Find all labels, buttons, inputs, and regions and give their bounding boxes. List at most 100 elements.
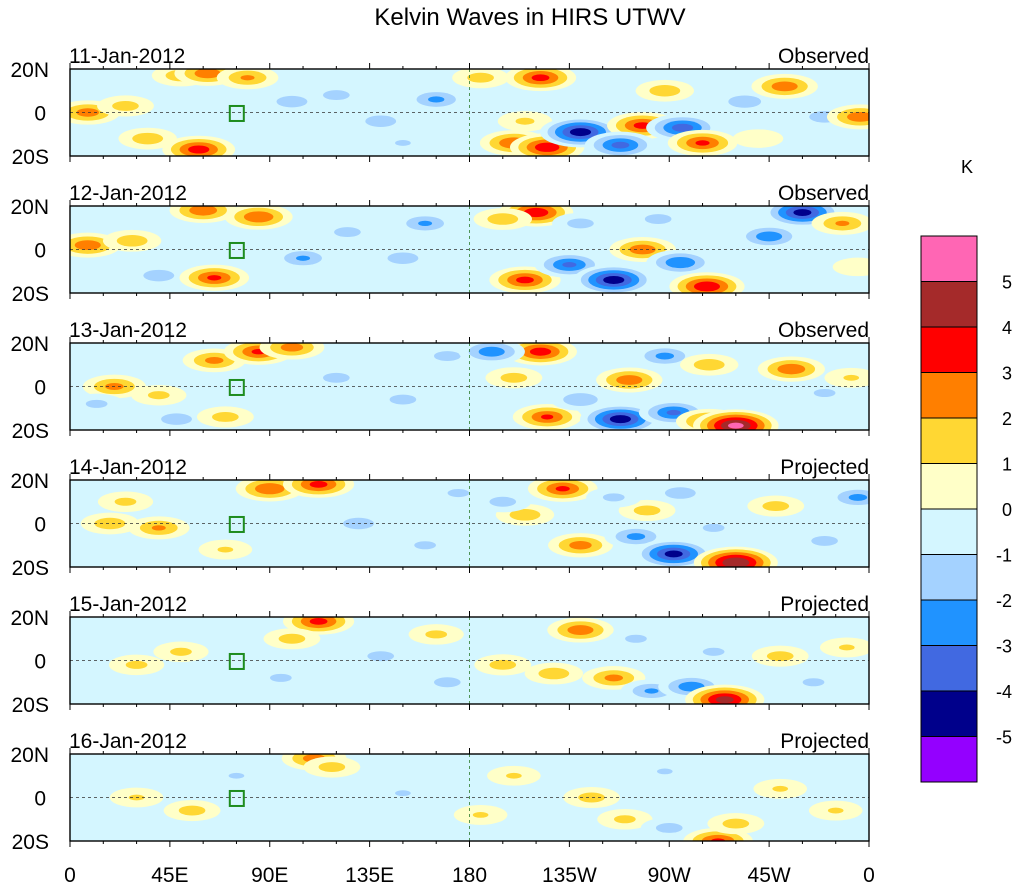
warm-anomaly bbox=[504, 69, 577, 92]
colorbar-label: 0 bbox=[1002, 500, 1012, 520]
contour-level bbox=[695, 140, 710, 146]
contour-level bbox=[813, 389, 836, 398]
colorbar-boxes bbox=[920, 235, 978, 783]
panel-date: 13-Jan-2012 bbox=[69, 319, 187, 342]
warm-anomaly bbox=[131, 384, 187, 406]
contour-level bbox=[161, 413, 192, 425]
warm-anomaly bbox=[408, 624, 464, 645]
lon-tick-label: 0 bbox=[64, 864, 76, 887]
contour-level bbox=[509, 509, 541, 521]
anomaly-field bbox=[70, 480, 869, 567]
contour-level bbox=[655, 823, 683, 833]
colorbar-label: 5 bbox=[1002, 273, 1012, 293]
warm-anomaly bbox=[808, 800, 863, 821]
contour-level bbox=[240, 75, 255, 81]
contour-level bbox=[228, 772, 245, 779]
warm-anomaly bbox=[757, 356, 825, 382]
contour-level bbox=[602, 493, 625, 502]
contour-level bbox=[334, 227, 361, 238]
cold-anomaly bbox=[458, 343, 525, 365]
warm-anomaly bbox=[162, 135, 236, 156]
warm-anomaly bbox=[693, 409, 779, 430]
cold-anomaly bbox=[715, 90, 775, 113]
cold-anomaly bbox=[584, 131, 657, 156]
contour-level bbox=[515, 117, 535, 125]
figure-title: Kelvin Waves in HIRS UTWV bbox=[374, 4, 685, 31]
cold-anomaly bbox=[646, 249, 715, 276]
cold-anomaly bbox=[640, 817, 698, 839]
contour-level bbox=[715, 696, 734, 704]
lat-tick-label: 0 bbox=[34, 103, 46, 126]
cold-anomaly bbox=[735, 223, 803, 249]
contour-level bbox=[132, 132, 164, 145]
contour-level bbox=[425, 630, 448, 639]
contour-level bbox=[114, 497, 137, 506]
warm-anomaly bbox=[751, 73, 818, 99]
warm-anomaly bbox=[224, 206, 293, 230]
lat-tick-label: 20S bbox=[12, 557, 49, 580]
warm-anomaly bbox=[118, 127, 177, 150]
contour-level bbox=[255, 483, 285, 495]
cold-anomaly bbox=[430, 482, 487, 504]
contour-level bbox=[323, 372, 350, 383]
lat-tick-label: 20N bbox=[10, 607, 49, 630]
contour-level bbox=[827, 807, 844, 814]
anomaly-field bbox=[70, 754, 869, 841]
colorbar-box bbox=[920, 326, 978, 373]
warm-anomaly bbox=[485, 367, 543, 389]
warm-anomaly bbox=[512, 403, 582, 430]
contour-level bbox=[516, 276, 534, 284]
colorbar-label: -5 bbox=[996, 728, 1012, 748]
warm-anomaly bbox=[548, 533, 613, 558]
warm-anomaly bbox=[163, 799, 221, 822]
warm-anomaly bbox=[196, 406, 254, 428]
cold-anomaly bbox=[129, 264, 188, 287]
contour-level bbox=[414, 541, 436, 550]
warm-anomaly bbox=[303, 756, 361, 778]
contour-level bbox=[389, 394, 417, 405]
warm-anomaly bbox=[527, 480, 598, 502]
contour-level bbox=[604, 674, 623, 682]
contour-level bbox=[85, 399, 108, 408]
contour-level bbox=[207, 275, 222, 281]
contour-level bbox=[722, 818, 750, 829]
panel-date: 12-Jan-2012 bbox=[69, 182, 187, 205]
contour-level bbox=[500, 372, 528, 383]
warm-anomaly bbox=[563, 786, 620, 809]
contour-level bbox=[664, 550, 683, 558]
cold-anomaly bbox=[552, 212, 609, 234]
warm-anomaly bbox=[747, 495, 805, 517]
contour-level bbox=[832, 257, 869, 277]
contour-level bbox=[848, 493, 868, 501]
contour-level bbox=[212, 412, 239, 422]
colorbar-label: -2 bbox=[996, 591, 1012, 611]
contour-level bbox=[702, 647, 725, 656]
contour-level bbox=[562, 262, 577, 268]
contour-level bbox=[671, 123, 694, 132]
colorbar-label: 2 bbox=[1002, 409, 1012, 429]
warm-anomaly bbox=[97, 95, 154, 117]
warm-anomaly bbox=[487, 765, 541, 786]
contour-level bbox=[666, 409, 681, 416]
colorbar-label: -1 bbox=[996, 546, 1012, 566]
contour-level bbox=[811, 535, 838, 546]
contour-level bbox=[395, 790, 411, 797]
lat-tick-label: 20S bbox=[12, 694, 49, 717]
cold-anomaly bbox=[796, 530, 854, 552]
contour-level bbox=[523, 207, 549, 218]
contour-level bbox=[609, 415, 631, 424]
contour-level bbox=[563, 393, 598, 406]
lat-tick-label: 20N bbox=[10, 470, 49, 493]
lat-tick-label: 20S bbox=[12, 420, 49, 443]
contour-level bbox=[649, 85, 681, 97]
warm-anomaly bbox=[80, 512, 140, 535]
contour-level bbox=[531, 74, 550, 82]
map-panel: 15-Jan-2012 Projected 20N 0 20S bbox=[10, 593, 870, 717]
contour-level bbox=[665, 257, 696, 269]
contour-level bbox=[702, 523, 725, 532]
lat-tick-label: 0 bbox=[34, 651, 46, 674]
cold-anomaly bbox=[147, 408, 206, 430]
colorbar: K 5 4 3 2 1 0 -1 -2 -3 -4 -5 bbox=[920, 157, 1012, 783]
contour-level bbox=[802, 678, 825, 687]
